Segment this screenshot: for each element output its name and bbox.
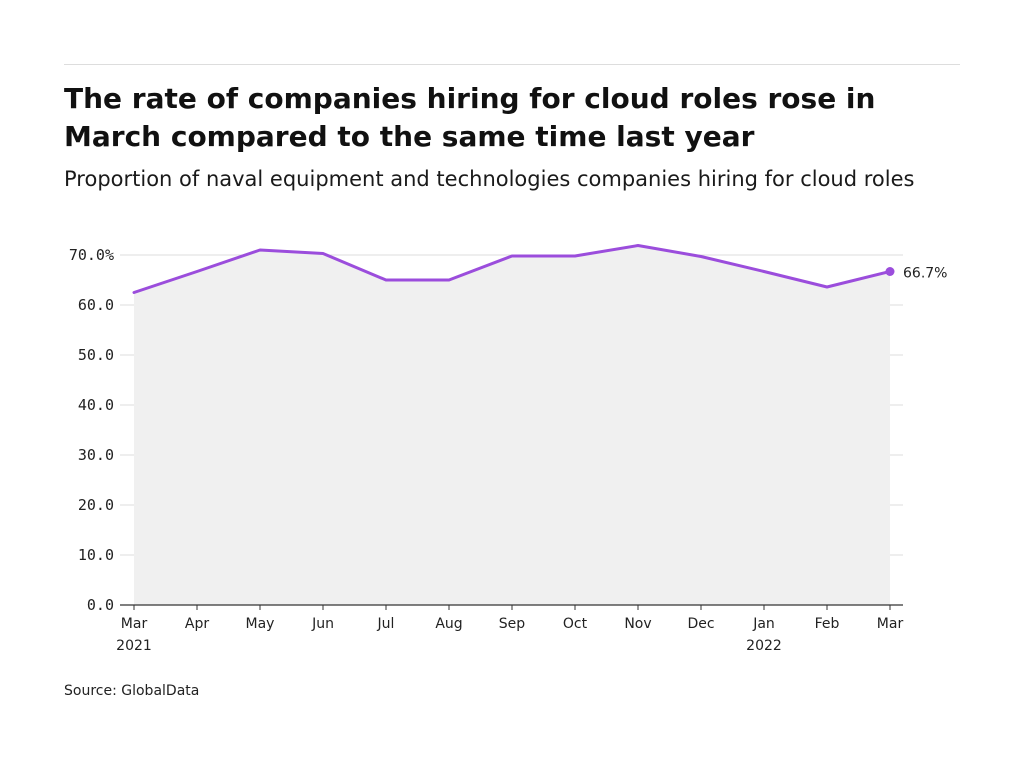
x-tick-label: Jan [752, 616, 775, 632]
x-tick-label: Mar [121, 616, 148, 632]
y-tick-label: 10.0 [78, 546, 114, 564]
x-tick-label: 2021 [116, 638, 152, 654]
x-tick-label: Aug [435, 616, 462, 632]
x-tick-label: Feb [815, 616, 840, 632]
x-tick-label: Sep [499, 616, 526, 632]
y-tick-label: 50.0 [78, 346, 114, 364]
series-line [132, 244, 892, 294]
y-tick-label: 0.0 [87, 596, 114, 614]
source-note: Source: GlobalData [64, 683, 200, 699]
chart-subtitle: Proportion of naval equipment and techno… [64, 167, 915, 191]
x-tick-label: Mar [877, 616, 904, 632]
y-axis-ticks: 0.0 10.0 20.0 30.0 40.0 50.0 60.0 70.0% [69, 246, 114, 614]
x-tick-label: Oct [563, 616, 588, 632]
x-tick-label: Jun [311, 616, 334, 632]
y-tick-label: 30.0 [78, 446, 114, 464]
y-tick-label: 70.0% [69, 246, 114, 264]
x-tick-label: Nov [624, 616, 651, 632]
data-points [885, 267, 895, 276]
chart-title: The rate of companies hiring for cloud r… [64, 82, 876, 153]
x-axis-ticks: Mar 2021 Apr May Jun Jul Aug Sep Oct Nov Dec Jan 202… [116, 605, 903, 654]
x-tick-label: Apr [185, 616, 209, 632]
y-tick-label: 20.0 [78, 496, 114, 514]
area-fill [134, 245, 890, 605]
x-tick-label: Dec [687, 616, 714, 632]
last-data-point [885, 267, 895, 276]
end-value-label: 66.7% [903, 266, 947, 282]
x-tick-label: Jul [377, 616, 395, 632]
top-divider [64, 64, 960, 65]
y-tick-label: 40.0 [78, 396, 114, 414]
y-tick-label: 60.0 [78, 296, 114, 314]
x-tick-label: 2022 [746, 638, 782, 654]
x-tick-label: May [246, 616, 275, 632]
